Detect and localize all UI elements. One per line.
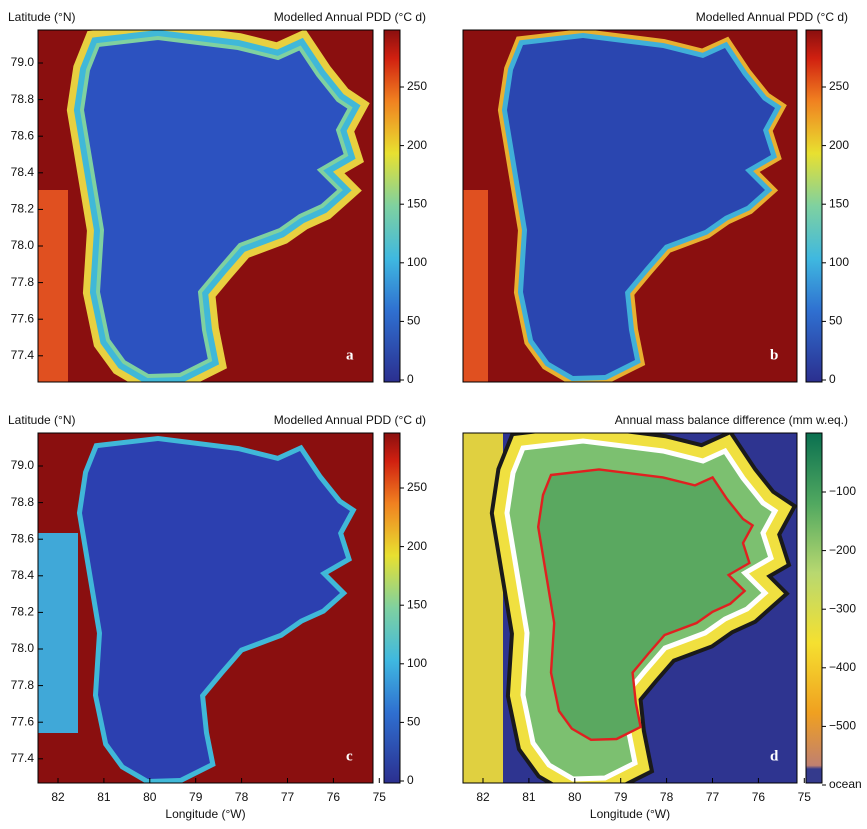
lon-tick-label: 79 [189,790,203,804]
colorbar-tick-label: 150 [407,597,427,611]
panel-title: Modelled Annual PDD (°C d) [274,10,426,24]
colorbar-tick-label: ocean [829,777,862,791]
panel-letter: a [346,347,354,363]
panel-title: Modelled Annual PDD (°C d) [274,413,426,427]
lat-tick-label: 77.4 [11,348,35,362]
colorbar-tick-label: 0 [407,372,414,386]
x-axis-label: Longitude (°W) [590,807,670,821]
lon-tick-label: 77 [281,790,295,804]
colorbar-tick-label: 100 [407,255,427,269]
x-axis-label: Longitude (°W) [165,807,245,821]
colorbar-tick-label: 50 [829,314,843,328]
lon-tick-label: 78 [660,790,674,804]
lat-tick-label: 79.0 [11,458,35,472]
colorbar-tick-label: 50 [407,314,421,328]
lon-tick-label: 75 [373,790,387,804]
colorbar-tick-label: −300 [829,601,856,615]
map-a [38,30,373,382]
colorbar-tick-label: −100 [829,484,856,498]
page: {"panels": [ {"y_label": "Latitude (°N)"… [0,0,867,829]
lat-tick-label: 78.2 [11,202,35,216]
lon-tick-label: 75 [798,790,812,804]
lat-tick-label: 77.8 [11,678,35,692]
lat-tick-label: 78.0 [11,641,35,655]
lat-tick-label: 77.6 [11,311,35,325]
lat-tick-label: 78.6 [11,128,35,142]
lat-tick-label: 77.6 [11,714,35,728]
figure: Latitude (°N) Modelled Annual PDD (°C d) a… [0,0,867,824]
lon-tick-label: 79 [614,790,628,804]
colorbar-tick-label: −200 [829,543,856,557]
colorbar-tick-label: 0 [407,773,414,787]
lon-tick-label: 77 [706,790,720,804]
colorbar-tick-label: 0 [829,372,836,386]
map-d [463,433,797,783]
colorbar-tick-label: 250 [407,79,427,93]
lon-tick-label: 80 [143,790,157,804]
colorbar-tick-label: −400 [829,660,856,674]
lon-tick-label: 76 [752,790,766,804]
lat-tick-label: 79.0 [11,55,35,69]
lat-tick-label: 78.0 [11,238,35,252]
colorbar-tick-label: 200 [407,539,427,553]
colorbar-tick-label: 150 [829,196,849,210]
y-axis-label: Latitude (°N) [8,10,76,24]
colorbar-tick-label: 250 [407,480,427,494]
lat-tick-label: 78.2 [11,605,35,619]
colorbar-tick-label: 150 [407,196,427,210]
colorbar [384,433,400,783]
colorbar-tick-label: −500 [829,719,856,733]
lon-tick-label: 81 [522,790,536,804]
lon-tick-label: 82 [51,790,65,804]
panel-letter: c [346,748,353,764]
lon-tick-label: 78 [235,790,249,804]
colorbar-tick-label: 100 [829,255,849,269]
panel-letter: b [770,347,778,363]
colorbar [384,30,400,382]
y-axis-label: Latitude (°N) [8,413,76,427]
colorbar-tick-label: 100 [407,656,427,670]
lat-tick-label: 78.8 [11,495,35,509]
panel-title: Annual mass balance difference (mm w.eq.… [615,413,848,427]
lat-tick-label: 78.8 [11,92,35,106]
lat-tick-label: 78.6 [11,531,35,545]
lat-tick-label: 77.4 [11,751,35,765]
lon-tick-label: 80 [568,790,582,804]
map-b [463,30,797,382]
lat-tick-label: 78.4 [11,568,35,582]
colorbar [806,433,822,783]
colorbar-tick-label: 250 [829,79,849,93]
lon-tick-label: 81 [97,790,111,804]
colorbar-tick-label: 200 [829,138,849,152]
lat-tick-label: 78.4 [11,165,35,179]
colorbar-tick-label: 200 [407,138,427,152]
colorbar-tick-label: 50 [407,715,421,729]
panel-letter: d [770,748,779,764]
lon-tick-label: 82 [476,790,490,804]
colorbar [806,30,822,382]
map-c [38,433,373,783]
lat-tick-label: 77.8 [11,275,35,289]
panel-title: Modelled Annual PDD (°C d) [696,10,848,24]
lon-tick-label: 76 [327,790,341,804]
